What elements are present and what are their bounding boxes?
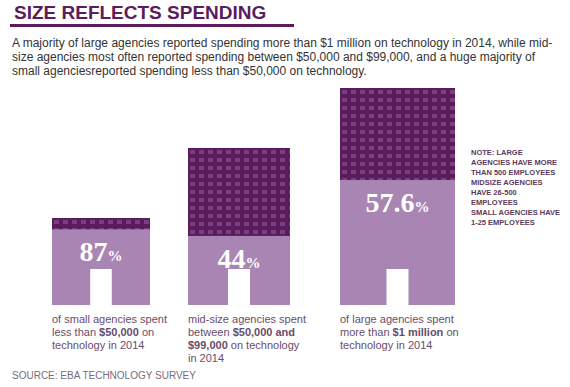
html-text:NOTE: LARGE AGENCIES HAVE MORE: NOTE: LARGE AGENCIES HAVE MORE THAN 500 … bbox=[471, 148, 558, 177]
svg-text:of small agencies spentless th: of small agencies spentless than $50,000… bbox=[52, 313, 167, 351]
html-text:MIDSIZE AGENCIES HAVE 26-500 E: MIDSIZE AGENCIES HAVE 26-500 EMPLOYEES bbox=[471, 178, 543, 207]
html-text:SMALL AGENCIES HAVE 1-25 EMPLO: SMALL AGENCIES HAVE 1-25 EMPLOYEES bbox=[471, 208, 560, 227]
html-text:A majority of large agencies r: A majority of large agencies reported sp… bbox=[12, 36, 553, 78]
svg-text:mid-size agencies spentbetween: mid-size agencies spentbetween $50,000 a… bbox=[188, 313, 306, 364]
svg-text:87%: 87% bbox=[80, 236, 123, 267]
html-text:SOURCE: EBA TECHNOLOGY SURVEY: SOURCE: EBA TECHNOLOGY SURVEY bbox=[12, 370, 196, 381]
svg-text:44%: 44% bbox=[218, 243, 261, 274]
svg-text:of large agencies spentmore th: of large agencies spentmore than $1 mill… bbox=[340, 313, 459, 351]
svg-text:57.6%: 57.6% bbox=[366, 187, 430, 218]
html-text:SIZE REFLECTS SPENDING: SIZE REFLECTS SPENDING bbox=[14, 2, 267, 23]
